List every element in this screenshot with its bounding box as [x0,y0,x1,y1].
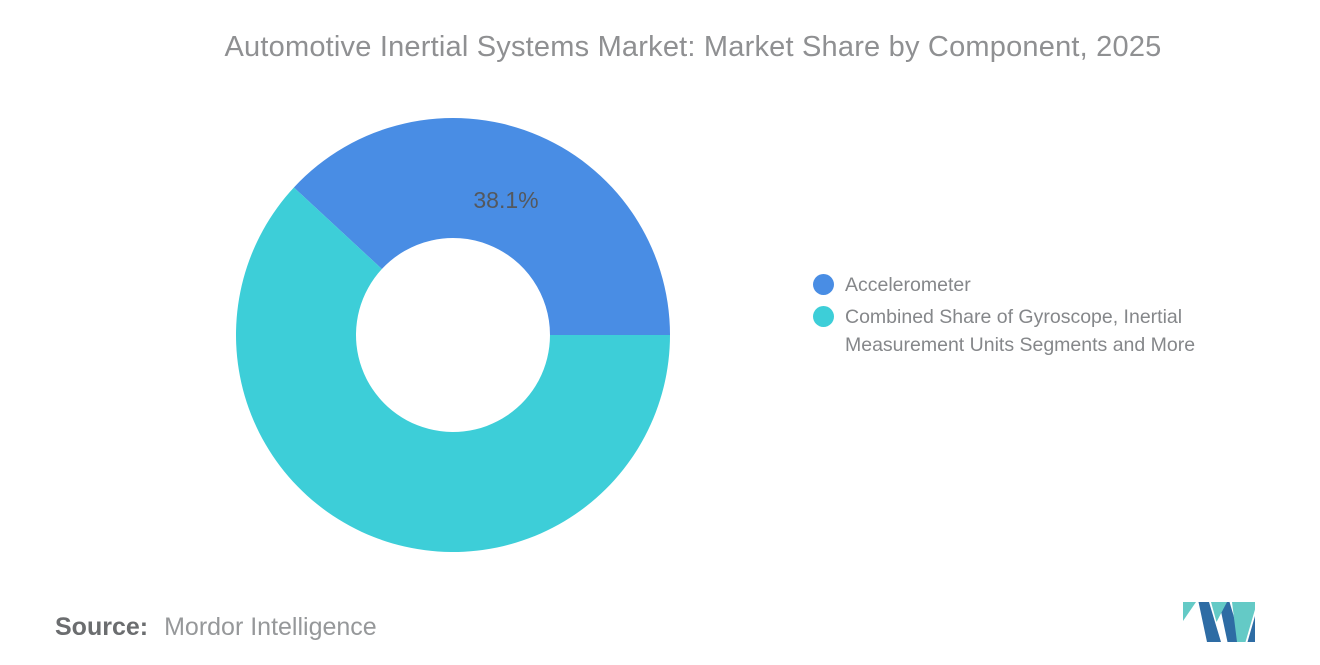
mordor-intelligence-logo [1183,602,1255,642]
logo-shape [1211,602,1227,622]
legend-item-accelerometer[interactable]: Accelerometer [813,271,1237,299]
legend-label-accelerometer: Accelerometer [845,274,971,296]
chart-title: Automotive Inertial Systems Market: Mark… [224,31,1162,63]
legend-marker-combined-share-icon [813,306,834,327]
legend: Accelerometer Combined Share of Gyroscop… [813,271,1237,359]
slice-value-label: 38.1% [473,187,538,213]
donut-chart: 38.1% [236,117,670,552]
logo-shape [1183,602,1196,621]
source-name: Mordor Intelligence [164,613,377,641]
donut-slice-1[interactable] [236,187,670,552]
donut-slice-0[interactable] [293,117,670,335]
source-line: Source: Mordor Intelligence [55,613,377,642]
source-prefix-label: Source: [55,613,149,641]
logo-shape [1232,602,1255,642]
legend-marker-accelerometer-icon [813,274,834,295]
logo-shape [1247,616,1255,642]
legend-label-combined-share: Combined Share of Gyroscope, Inertial Me… [845,306,1196,356]
logo-shape [1198,602,1221,642]
legend-item-combined-share[interactable]: Combined Share of Gyroscope, Inertial Me… [813,303,1237,359]
